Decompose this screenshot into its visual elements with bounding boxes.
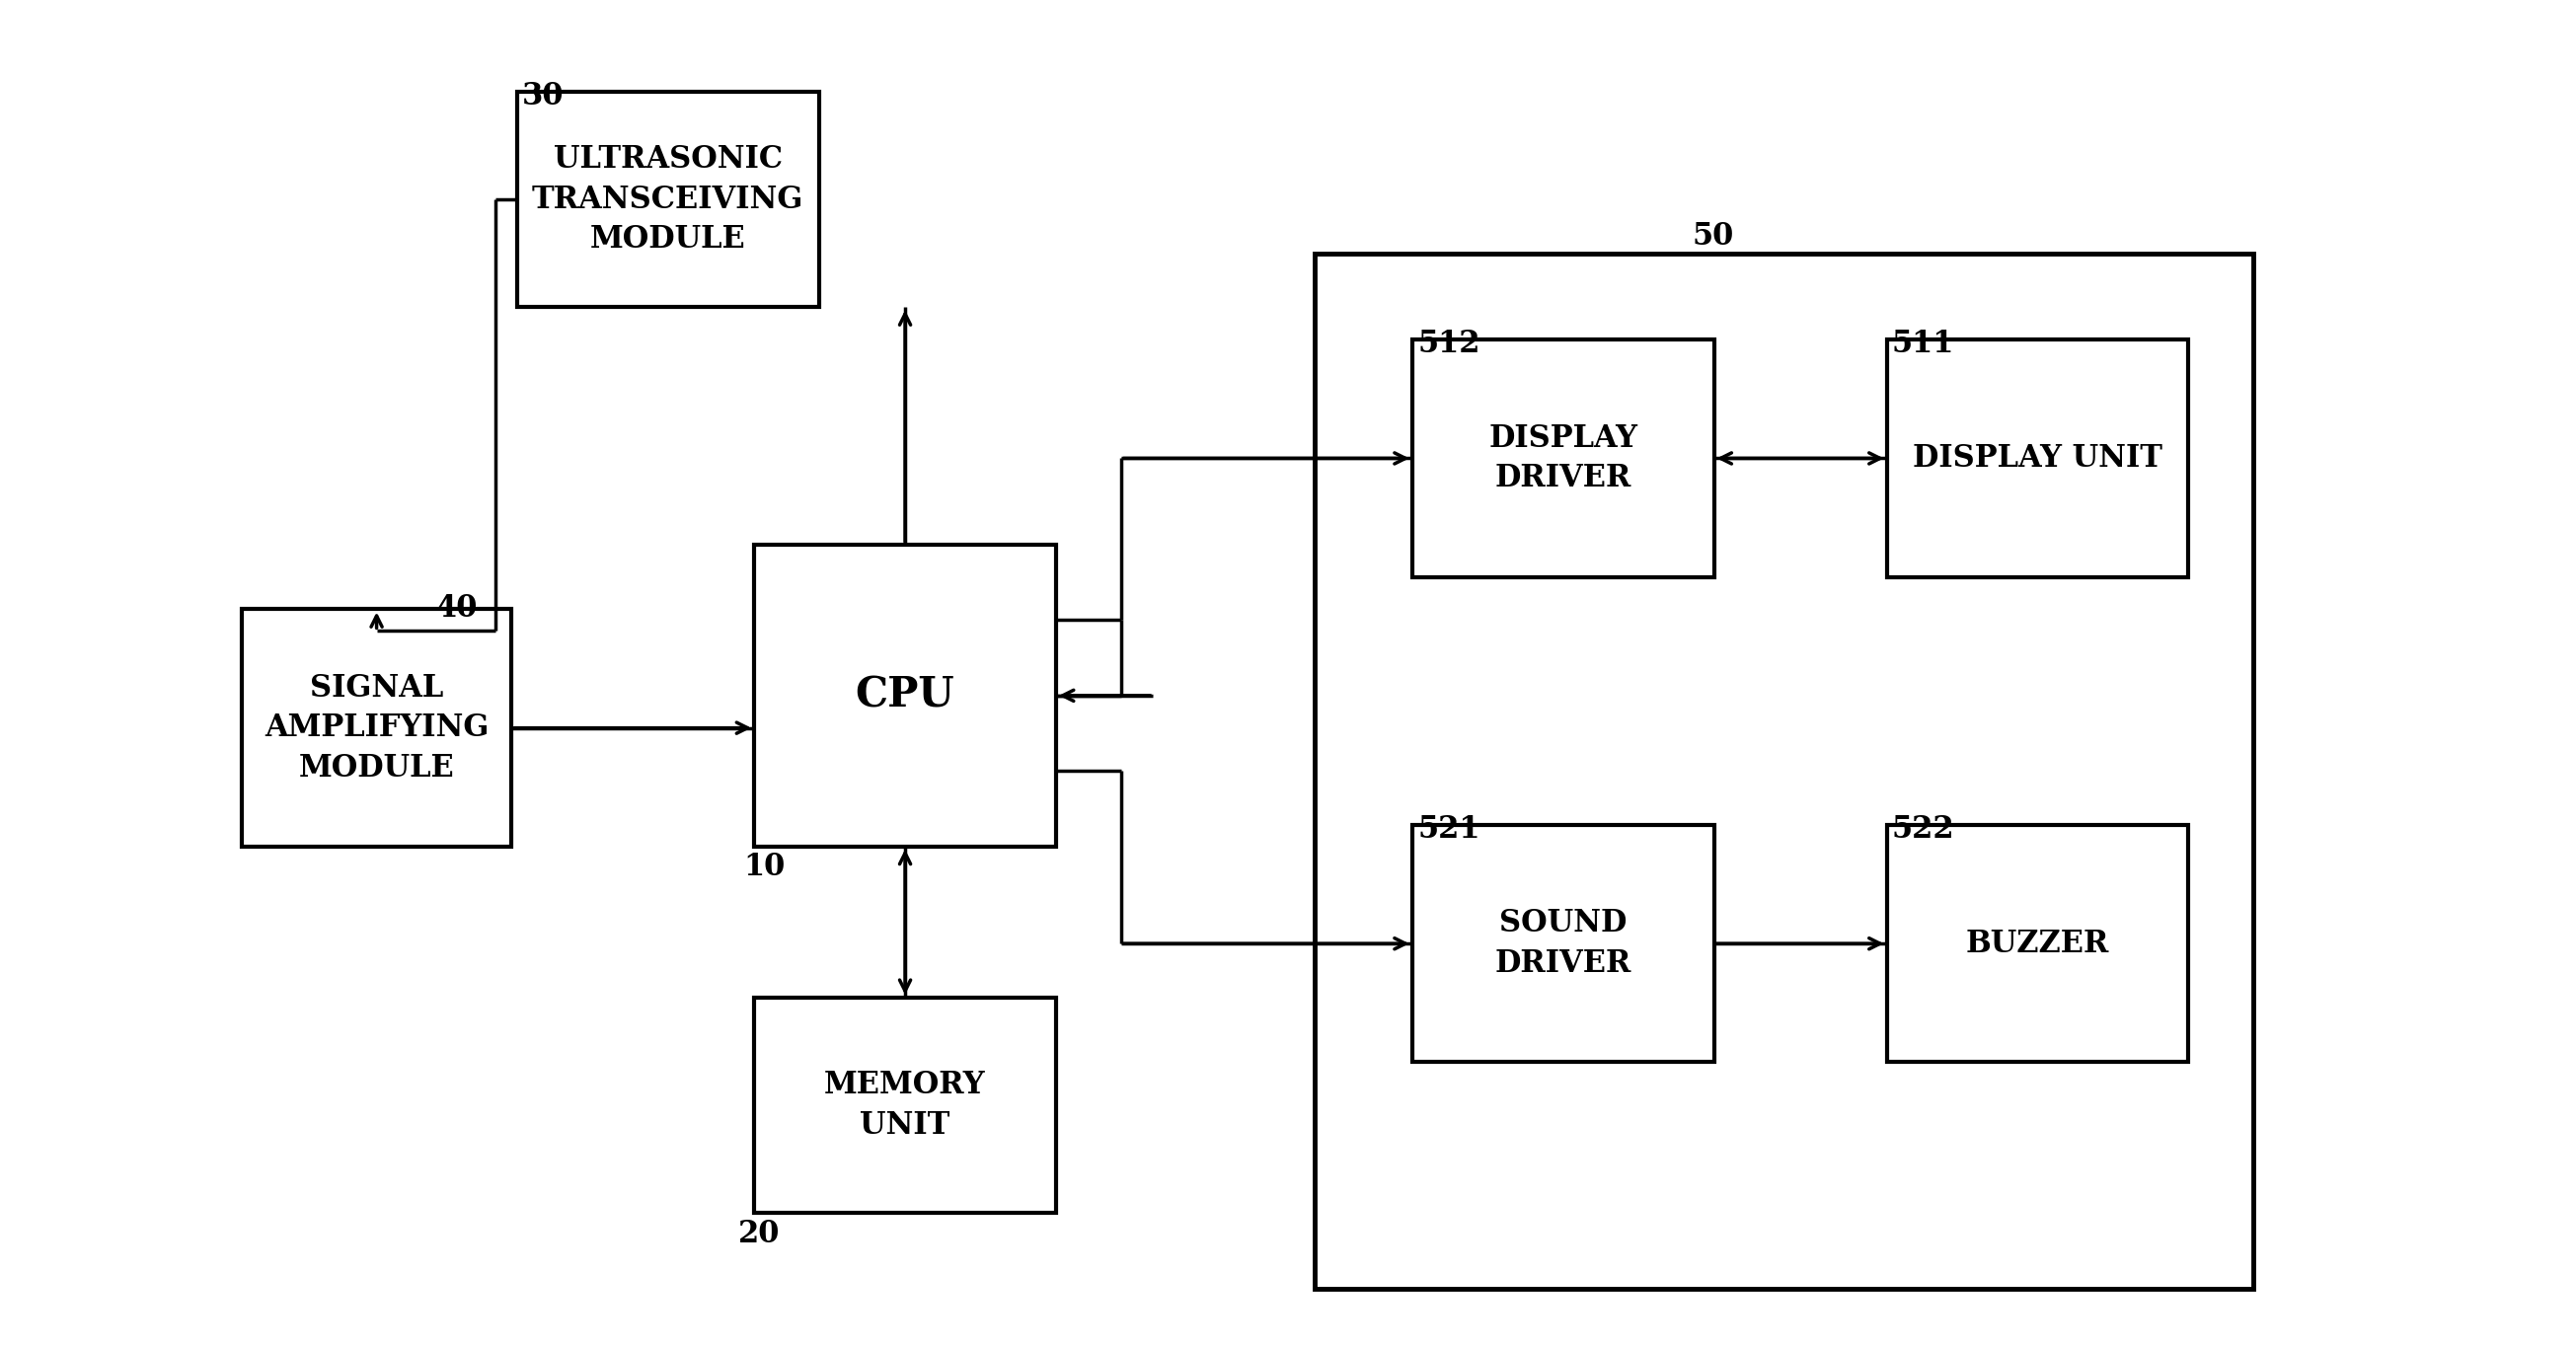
Text: 30: 30 [523,81,564,112]
Text: 20: 20 [737,1219,781,1250]
Bar [518,92,819,307]
Text: 50: 50 [1692,221,1734,252]
Text: SIGNAL
AMPLIFYING
MODULE: SIGNAL AMPLIFYING MODULE [265,673,489,783]
Text: MEMORY
UNIT: MEMORY UNIT [824,1070,987,1140]
Bar [755,545,1056,847]
Bar [1412,825,1713,1062]
Text: DISPLAY
DRIVER: DISPLAY DRIVER [1489,423,1638,493]
Bar [242,609,513,847]
Text: CPU: CPU [855,675,956,716]
Text: SOUND
DRIVER: SOUND DRIVER [1494,909,1631,979]
Text: 521: 521 [1417,814,1481,845]
Bar [1412,340,1713,577]
Text: BUZZER: BUZZER [1965,929,2110,958]
Text: ULTRASONIC
TRANSCEIVING
MODULE: ULTRASONIC TRANSCEIVING MODULE [531,144,804,255]
Text: 40: 40 [435,593,477,624]
Text: DISPLAY UNIT: DISPLAY UNIT [1914,443,2161,473]
Text: 512: 512 [1417,329,1481,360]
Bar [755,998,1056,1213]
Bar [1886,825,2190,1062]
Text: 511: 511 [1891,329,1955,360]
Bar [1886,340,2190,577]
Text: 522: 522 [1891,814,1955,845]
Bar [1314,253,2254,1289]
Text: 10: 10 [744,852,786,883]
